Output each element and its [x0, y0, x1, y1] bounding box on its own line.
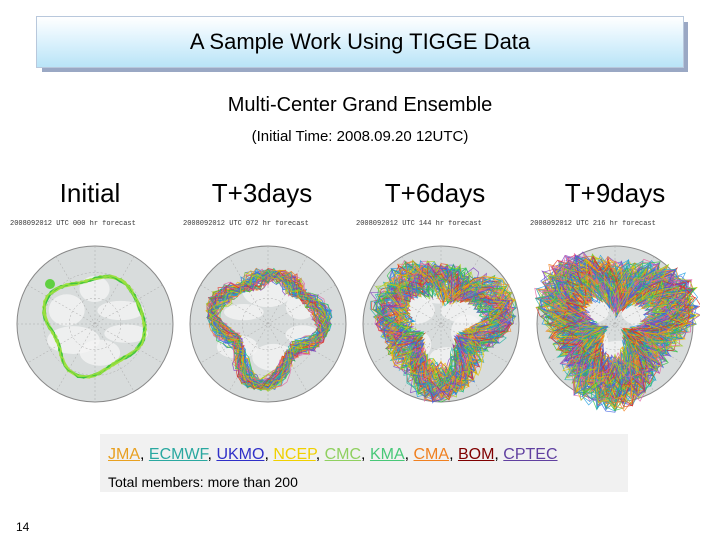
ensemble-member-contour: [384, 263, 505, 381]
center-name: CMC: [324, 446, 362, 463]
map-header: 2008092012 UTC 072 hr forecast: [183, 220, 353, 234]
separator: ,: [449, 446, 458, 463]
separator: ,: [140, 446, 149, 463]
map-panel-t6: 2008092012 UTC 144 hr forecast: [356, 220, 526, 420]
panel-label-t6: T+6days: [384, 178, 486, 208]
separator: ,: [494, 446, 504, 463]
centers-list: JMA, ECMWF, UKMO, NCEP, CMC, KMA, CMA, B…: [108, 446, 558, 464]
map-header: 2008092012 UTC 000 hr forecast: [10, 220, 180, 234]
ensemble-member-contour: [210, 271, 332, 391]
page-number: 14: [16, 520, 30, 534]
center-name: KMA: [369, 446, 405, 463]
ensemble-member-contour: [212, 270, 324, 385]
ensemble-member-contour: [541, 266, 672, 395]
low-center: [45, 279, 55, 289]
map-date: 2008092012 UTC: [356, 220, 415, 228]
center-name: UKMO: [216, 446, 265, 463]
ensemble-member-contour: [554, 264, 680, 388]
ensemble-member-contour: [560, 255, 683, 385]
center-name: ECMWF: [148, 446, 208, 463]
ensemble-member-contour: [207, 270, 327, 392]
centers-legend: JMA, ECMWF, UKMO, NCEP, CMC, KMA, CMA, B…: [100, 434, 628, 492]
slide-subtitle: Multi-Center Grand Ensemble: [227, 94, 493, 116]
ensemble-member-contour: [384, 263, 512, 396]
ensemble-member-contour: [42, 275, 148, 377]
spaghetti-map: [362, 245, 520, 404]
separator: ,: [404, 446, 414, 463]
initial-time-label: (Initial Time: 2008.09.20 12UTC): [251, 128, 469, 145]
ensemble-member-contour: [374, 269, 503, 393]
land-shape: [223, 303, 264, 321]
ensemble-member-contour: [208, 270, 323, 385]
ensemble-member-contour: [210, 269, 324, 389]
panel-label-t3: T+3days: [211, 178, 313, 208]
ensemble-member-contour: [372, 263, 509, 395]
center-name: JMA: [108, 446, 140, 463]
map-forecast: 144 hr forecast: [418, 220, 482, 228]
separator: ,: [264, 446, 274, 463]
spaghetti-map: [189, 245, 347, 403]
panel-label-t9: T+9days: [564, 178, 666, 208]
slide-title: A Sample Work Using TIGGE Data: [36, 16, 684, 68]
center-name: NCEP: [273, 446, 316, 463]
map-forecast: 072 hr forecast: [245, 220, 309, 228]
meridian-line: [27, 284, 163, 364]
land-shape: [48, 294, 85, 326]
center-name: CMA: [413, 446, 450, 463]
ensemble-member-contour: [387, 268, 509, 382]
map-forecast: 000 hr forecast: [72, 220, 136, 228]
ensemble-member-contour: [547, 258, 700, 404]
ensemble-member-contour: [389, 267, 513, 391]
members-note: Total members: more than 200: [108, 474, 298, 490]
ensemble-member-contour: [552, 255, 688, 386]
land-shape: [104, 324, 149, 343]
ensemble-member-contour: [208, 267, 329, 390]
map-header: 2008092012 UTC 216 hr forecast: [530, 220, 700, 234]
ensemble-member-contour: [557, 261, 688, 383]
separator: ,: [207, 446, 217, 463]
ensemble-member-contour: [547, 263, 687, 405]
map-date: 2008092012 UTC: [10, 220, 69, 228]
ensemble-member-contour: [387, 264, 516, 393]
ensemble-member-contour: [554, 254, 681, 387]
map-forecast: 216 hr forecast: [592, 220, 656, 228]
ensemble-member-contour: [537, 267, 683, 407]
separator: ,: [315, 446, 325, 463]
panel-label-initial: Initial: [59, 178, 121, 208]
map-date: 2008092012 UTC: [183, 220, 242, 228]
separator: ,: [361, 446, 370, 463]
map-header: 2008092012 UTC 144 hr forecast: [356, 220, 526, 234]
ensemble-member-contour: [384, 260, 514, 390]
map-panel-t9: 2008092012 UTC 216 hr forecast: [530, 220, 700, 420]
spaghetti-map: [534, 245, 700, 413]
land-shape: [97, 300, 145, 321]
ensemble-member-contour: [545, 256, 687, 394]
map-panel-t3: 2008092012 UTC 072 hr forecast: [183, 220, 353, 420]
center-name: BOM: [457, 446, 495, 463]
ensemble-member-contour: [539, 264, 676, 396]
map-panel-initial: 2008092012 UTC 000 hr forecast: [10, 220, 180, 420]
center-name: CPTEC: [503, 446, 558, 463]
map-date: 2008092012 UTC: [530, 220, 589, 228]
spaghetti-map: [16, 245, 174, 403]
